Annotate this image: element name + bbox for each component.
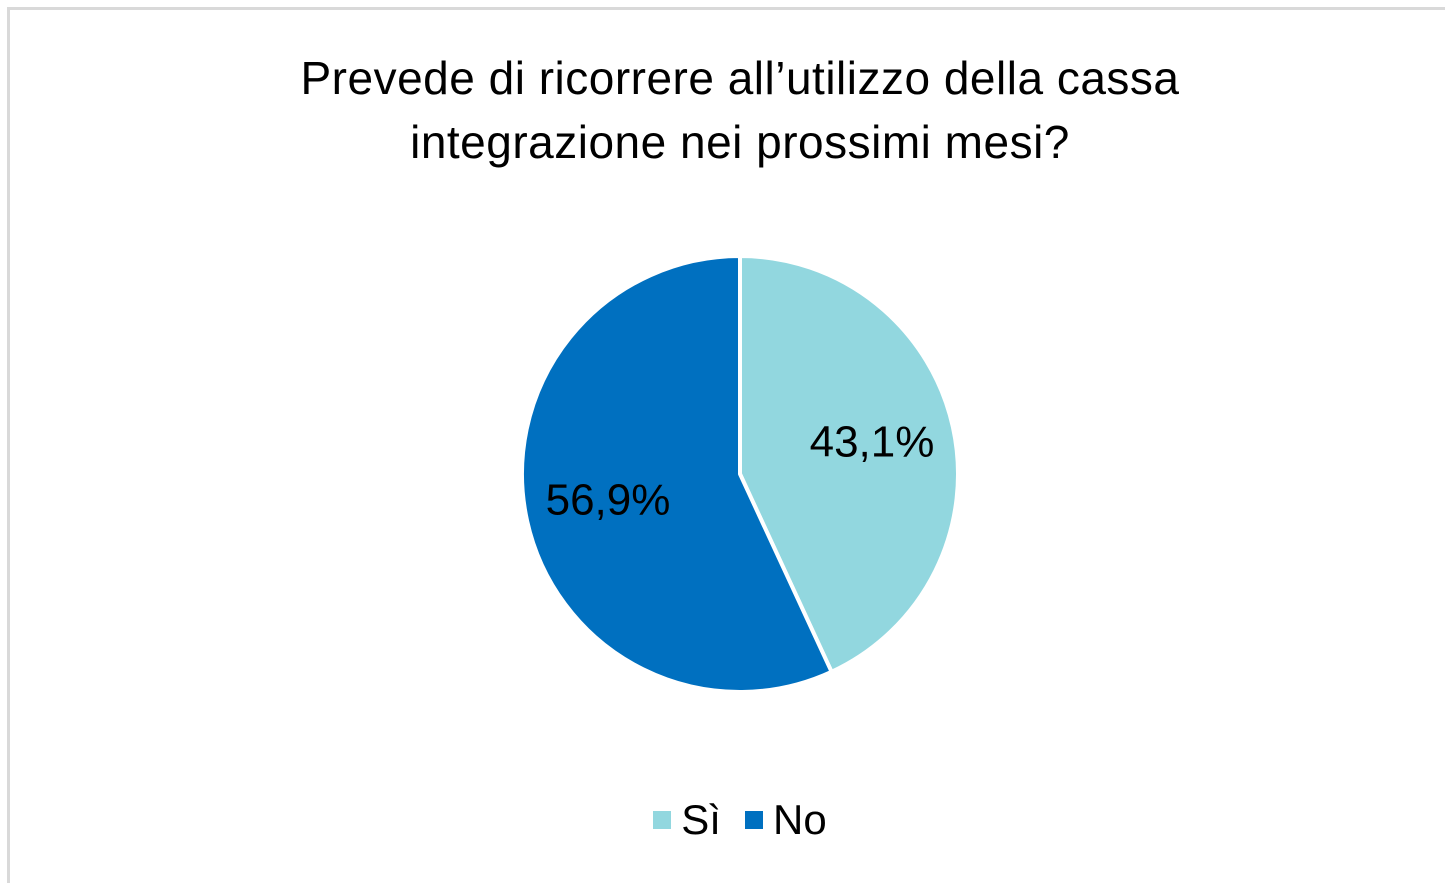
legend-item-si: Sì [653,796,721,844]
pie-slice-si [738,254,960,674]
chart-legend: Sì No [0,796,1445,844]
legend-swatch-si [653,811,672,829]
legend-swatch-no [744,811,763,829]
legend-label-no: No [772,796,827,843]
chart-title: Prevede di ricorrere all’utilizzo della … [0,46,1445,174]
legend-item-no: No [744,796,827,844]
pie-slice-no [520,254,834,694]
pie-label-no: 56,9% [546,476,671,525]
chart-title-line-2: integrazione nei prossimi mesi? [410,116,1070,168]
chart-title-line-1: Prevede di ricorrere all’utilizzo della … [300,52,1180,104]
legend-label-si: Sì [681,796,721,843]
pie-data-labels: 43,1% 56,9% [546,418,935,525]
pie-label-si: 43,1% [810,418,935,467]
pie-slices [520,254,960,694]
